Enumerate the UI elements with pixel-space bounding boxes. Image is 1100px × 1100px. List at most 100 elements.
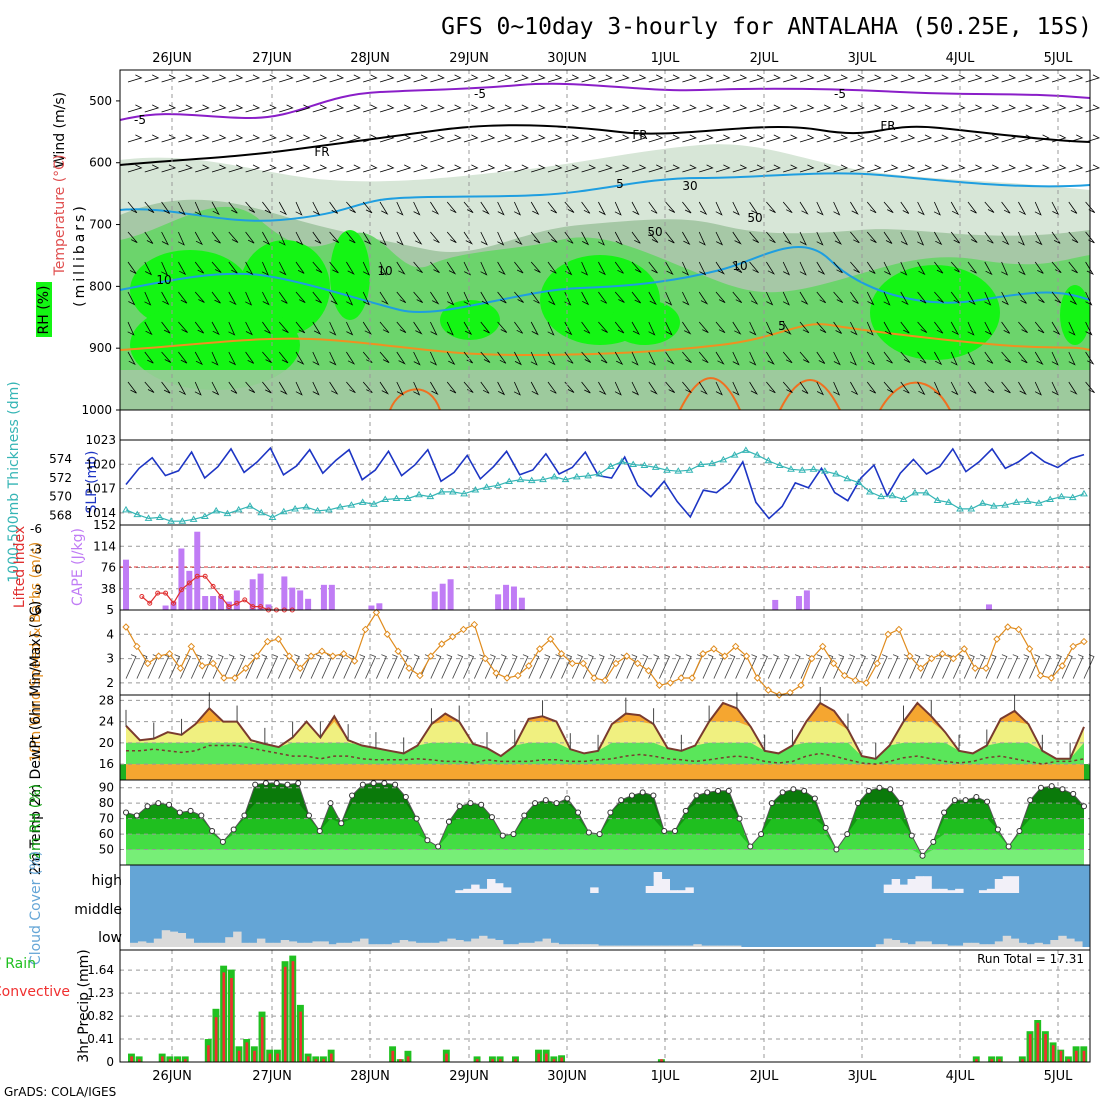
precip-convective-bar <box>498 1059 502 1062</box>
wind10m-barb <box>593 654 605 679</box>
wind10m-point <box>209 659 217 668</box>
wind-barb <box>1001 134 1017 143</box>
wind-barb <box>127 201 138 214</box>
rh2m-point <box>402 794 409 800</box>
thickness-point <box>189 515 198 522</box>
wind-barb <box>900 351 911 363</box>
wind-barb <box>547 381 557 394</box>
wind-barb <box>430 351 438 366</box>
wind-barb <box>379 351 390 363</box>
wind10m-barb <box>550 654 562 679</box>
wind-barb <box>581 104 597 113</box>
wind10m-point <box>1025 645 1034 653</box>
wind10m-point <box>557 650 566 658</box>
wind-barb <box>228 164 244 173</box>
precip-convective-bar <box>975 1059 978 1062</box>
wind-barb <box>463 201 474 213</box>
wind-barb <box>749 104 765 113</box>
wind-barb <box>178 164 193 173</box>
lifted-index-point <box>210 583 216 589</box>
wind-barb <box>329 351 337 366</box>
wind-barb <box>329 321 337 336</box>
wind10m-point <box>590 674 598 682</box>
cloud-high-bar <box>891 879 901 893</box>
wind-barb <box>497 231 505 246</box>
wind-barb <box>379 74 395 83</box>
precip-convective-bar <box>552 1059 556 1062</box>
wind-barb <box>497 74 513 83</box>
temperature-axis-label: Temperature (°C) <box>52 155 68 277</box>
wind-barb <box>194 321 205 334</box>
wind10m-point <box>829 659 838 668</box>
thickness-point <box>246 502 254 509</box>
wind-barb <box>228 74 244 83</box>
rh2m-point <box>510 831 517 838</box>
wind-barb <box>211 104 227 113</box>
wind-barb <box>1018 261 1026 276</box>
thickness-point <box>1012 498 1021 505</box>
wind10m-barb <box>604 654 616 679</box>
wind-barb <box>480 201 490 215</box>
wind-barb <box>396 261 406 275</box>
wind-barb <box>346 74 361 83</box>
thickness-point <box>381 495 390 502</box>
wind10m-barb <box>963 654 975 679</box>
wind-barb <box>463 104 479 113</box>
wind-barb <box>631 201 640 216</box>
wind10m-barb <box>365 654 377 679</box>
wind-barb <box>413 381 421 396</box>
wind-barb <box>1034 291 1045 303</box>
wind-barb <box>665 351 675 365</box>
wind10m-barb <box>125 654 137 679</box>
cloud-high-bar <box>661 879 671 893</box>
wind-barb <box>648 134 664 143</box>
wind-barb <box>665 261 674 276</box>
wind10m-barb <box>484 654 496 679</box>
wind-barb <box>699 104 714 113</box>
cloud-low-bar <box>518 942 528 947</box>
cloud-high-bar <box>1010 876 1020 893</box>
thickness-point <box>989 502 998 509</box>
rh-shade-bright-5 <box>610 300 680 345</box>
rh2m-point <box>725 787 732 794</box>
wind10m-point <box>644 667 653 675</box>
wind-barb <box>1001 261 1009 276</box>
cloud-low-bar <box>137 941 147 947</box>
cloud-low-bar <box>1034 942 1043 947</box>
wind-barb <box>480 134 496 143</box>
wind-barb <box>211 351 219 366</box>
thickness-point <box>956 504 964 512</box>
wind-barb <box>178 321 188 333</box>
rh2m-point <box>908 832 915 839</box>
wind-barb <box>682 231 691 246</box>
wind-barb <box>178 291 188 304</box>
wind-barb <box>346 104 361 113</box>
precip-convective-bar <box>660 1059 663 1062</box>
cloud-low-bar <box>939 944 948 947</box>
cloud-high-bar <box>915 876 924 893</box>
precip-convective-bar <box>406 1056 410 1062</box>
wind-barb <box>766 351 775 365</box>
wind-barb <box>900 291 909 306</box>
precip-convective-legend: Convective <box>0 984 70 1000</box>
cloud-low-bar <box>185 938 194 947</box>
wind-barb <box>883 231 893 244</box>
wind-barb <box>480 231 488 246</box>
wind-barb <box>312 104 328 113</box>
cape-bar <box>320 584 327 610</box>
wind-barb <box>161 321 171 334</box>
wind-barb <box>682 291 690 306</box>
wind-barb <box>598 104 613 113</box>
rh2m-point <box>682 807 689 814</box>
cape-bar <box>210 596 217 610</box>
wind10m-point <box>895 625 903 634</box>
wind10m-point <box>416 671 424 680</box>
wind-barb <box>766 134 781 143</box>
wind10m-point <box>1014 625 1023 634</box>
wind-barb <box>312 321 322 335</box>
cloud-low-bar <box>613 945 623 947</box>
rh2m-point <box>779 789 786 796</box>
rh2m-point <box>628 792 635 799</box>
thickness-point <box>415 490 423 498</box>
cloud-low-bar <box>994 941 1004 947</box>
